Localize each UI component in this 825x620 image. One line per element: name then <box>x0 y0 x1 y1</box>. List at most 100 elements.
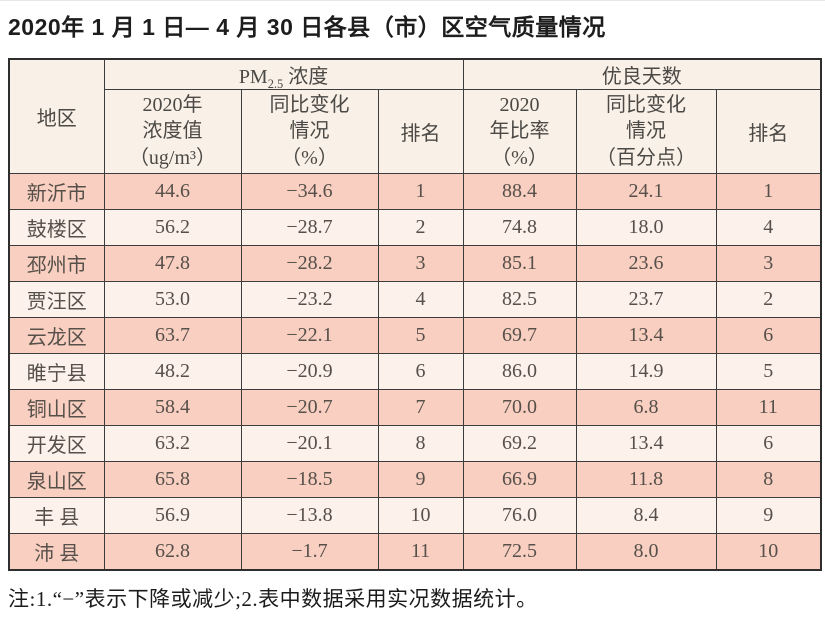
cell-good-change: 24.1 <box>575 173 717 210</box>
cell-pm-change: −28.7 <box>240 209 379 246</box>
cell-good-rate: 69.2 <box>462 425 577 462</box>
cell-pm-change: −28.2 <box>240 245 379 282</box>
cell-pm-rank: 10 <box>377 497 464 534</box>
cell-pm-value: 63.2 <box>103 425 242 462</box>
cell-good-rate: 88.4 <box>462 173 577 210</box>
header-pm-change: 同比变化 情况 （%） <box>240 89 379 174</box>
cell-pm-value: 56.2 <box>103 209 242 246</box>
cell-good-change: 18.0 <box>575 209 717 246</box>
cell-pm-rank: 2 <box>377 209 464 246</box>
cell-region: 开发区 <box>8 425 105 462</box>
cell-pm-rank: 5 <box>377 317 464 354</box>
cell-pm-rank: 8 <box>377 425 464 462</box>
cell-good-change: 14.9 <box>575 353 717 390</box>
table-row: 铜山区 58.4 −20.7 7 70.0 6.8 11 <box>8 389 822 426</box>
cell-pm-value: 44.6 <box>103 173 242 210</box>
cell-pm-change: −13.8 <box>240 497 379 534</box>
cell-pm-rank: 6 <box>377 353 464 390</box>
cell-region: 邳州市 <box>8 245 105 282</box>
cell-region: 鼓楼区 <box>8 209 105 246</box>
cell-region: 云龙区 <box>8 317 105 354</box>
cell-region: 新沂市 <box>8 173 105 210</box>
cell-good-rank: 8 <box>715 461 822 498</box>
cell-good-rate: 66.9 <box>462 461 577 498</box>
cell-good-change: 11.8 <box>575 461 717 498</box>
cell-region: 铜山区 <box>8 389 105 426</box>
page-title: 2020年 1 月 1 日— 4 月 30 日各县（市）区空气质量情况 <box>8 14 606 40</box>
header-good-rank: 排名 <box>715 89 822 174</box>
cell-good-change: 23.6 <box>575 245 717 282</box>
table-row: 鼓楼区 56.2 −28.7 2 74.8 18.0 4 <box>8 209 822 246</box>
cell-good-rate: 82.5 <box>462 281 577 318</box>
cell-good-rank: 11 <box>715 389 822 426</box>
cell-pm-value: 47.8 <box>103 245 242 282</box>
cell-good-rank: 1 <box>715 173 822 210</box>
cell-good-rank: 4 <box>715 209 822 246</box>
table-row: 泉山区 65.8 −18.5 9 66.9 11.8 8 <box>8 461 822 498</box>
cell-good-change: 13.4 <box>575 425 717 462</box>
cell-good-rank: 10 <box>715 533 822 570</box>
cell-pm-value: 48.2 <box>103 353 242 390</box>
table-row: 贾汪区 53.0 −23.2 4 82.5 23.7 2 <box>8 281 822 318</box>
cell-pm-rank: 7 <box>377 389 464 426</box>
cell-pm-value: 63.7 <box>103 317 242 354</box>
cell-pm-value: 56.9 <box>103 497 242 534</box>
cell-pm-change: −20.9 <box>240 353 379 390</box>
cell-pm-value: 58.4 <box>103 389 242 426</box>
cell-pm-change: −23.2 <box>240 281 379 318</box>
cell-pm-change: −20.1 <box>240 425 379 462</box>
pm25-label-prefix: PM <box>238 66 268 88</box>
cell-pm-change: −1.7 <box>240 533 379 570</box>
cell-pm-rank: 11 <box>377 533 464 570</box>
header-pm25-group: PM2.5 浓度 <box>103 58 464 90</box>
cell-pm-change: −18.5 <box>240 461 379 498</box>
header-detail-row: 2020年 浓度值 （ug/m³） 同比变化 情况 （%） 排名 2020 年比… <box>9 89 822 174</box>
cell-good-rate: 72.5 <box>462 533 577 570</box>
cell-good-change: 13.4 <box>575 317 717 354</box>
cell-good-change: 8.0 <box>575 533 717 570</box>
table-row: 睢宁县 48.2 −20.9 6 86.0 14.9 5 <box>8 353 822 390</box>
cell-region: 泉山区 <box>8 461 105 498</box>
cell-region: 贾汪区 <box>8 281 105 318</box>
cell-good-rate: 69.7 <box>462 317 577 354</box>
table-row: 丰 县 56.9 −13.8 10 76.0 8.4 9 <box>8 497 822 534</box>
cell-good-rank: 5 <box>715 353 822 390</box>
header-pm-value: 2020年 浓度值 （ug/m³） <box>103 89 242 174</box>
cell-good-change: 8.4 <box>575 497 717 534</box>
cell-good-change: 23.7 <box>575 281 717 318</box>
table-header: 地区 PM2.5 浓度 优良天数 2020年 浓度值 （ug/m³） 同比变化 … <box>8 58 822 174</box>
air-quality-table: 地区 PM2.5 浓度 优良天数 2020年 浓度值 （ug/m³） 同比变化 … <box>8 58 823 571</box>
header-good-days-group: 优良天数 <box>462 58 822 90</box>
cell-pm-value: 53.0 <box>103 281 242 318</box>
cell-good-rate: 86.0 <box>462 353 577 390</box>
table-row: 开发区 63.2 −20.1 8 69.2 13.4 6 <box>8 425 822 462</box>
cell-region: 丰 县 <box>8 497 105 534</box>
header-good-rate: 2020 年比率 （%） <box>462 89 577 174</box>
cell-good-rate: 85.1 <box>462 245 577 282</box>
cell-pm-change: −34.6 <box>240 173 379 210</box>
cell-good-change: 6.8 <box>575 389 717 426</box>
header-pm-rank: 排名 <box>377 89 464 174</box>
table-body: 新沂市 44.6 −34.6 1 88.4 24.1 1 鼓楼区 56.2 −2… <box>8 173 822 570</box>
cell-region: 睢宁县 <box>8 353 105 390</box>
cell-good-rate: 70.0 <box>462 389 577 426</box>
cell-pm-change: −20.7 <box>240 389 379 426</box>
cell-good-rate: 74.8 <box>462 209 577 246</box>
cell-pm-value: 62.8 <box>103 533 242 570</box>
table-row: 沛 县 62.8 −1.7 11 72.5 8.0 10 <box>8 533 822 570</box>
cell-good-rank: 6 <box>715 425 822 462</box>
cell-region: 沛 县 <box>8 533 105 570</box>
cell-pm-change: −22.1 <box>240 317 379 354</box>
cell-good-rank: 2 <box>715 281 822 318</box>
header-group-row: 地区 PM2.5 浓度 优良天数 <box>8 58 822 174</box>
cell-pm-rank: 4 <box>377 281 464 318</box>
cell-good-rank: 3 <box>715 245 822 282</box>
header-region: 地区 <box>8 58 105 174</box>
cell-pm-rank: 3 <box>377 245 464 282</box>
cell-pm-rank: 9 <box>377 461 464 498</box>
table-row: 云龙区 63.7 −22.1 5 69.7 13.4 6 <box>8 317 822 354</box>
footnote: 注:1.“−”表示下降或减少;2.表中数据采用实况数据统计。 <box>8 586 538 611</box>
table-row: 邳州市 47.8 −28.2 3 85.1 23.6 3 <box>8 245 822 282</box>
cell-pm-value: 65.8 <box>103 461 242 498</box>
